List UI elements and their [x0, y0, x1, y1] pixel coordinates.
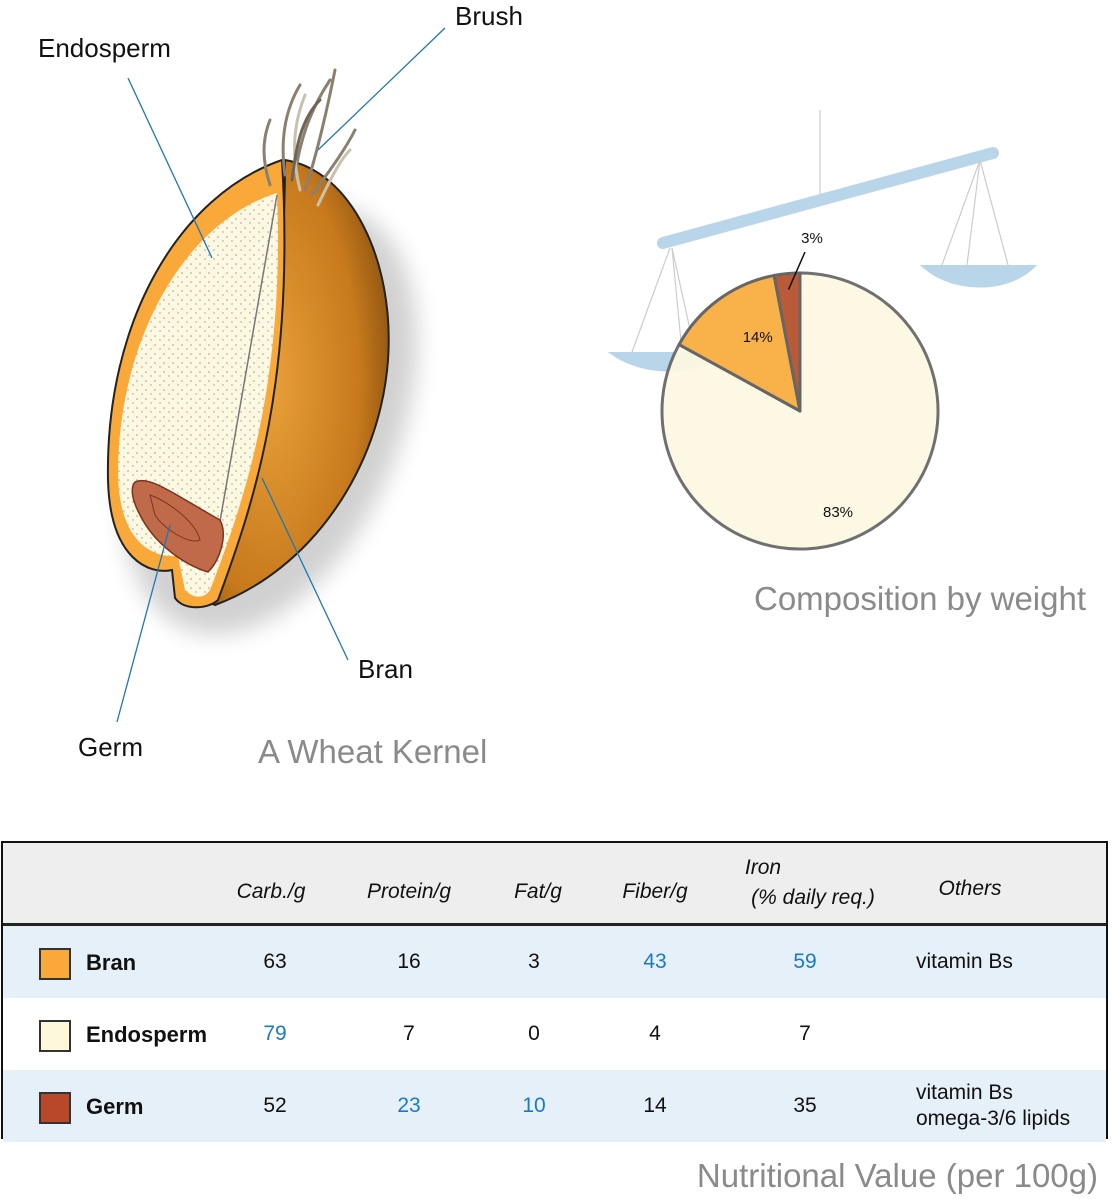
pie-slice-germ [772, 271, 802, 413]
bran-label: Bran [358, 654, 413, 684]
pie-slice-endosperm [660, 271, 940, 551]
others-cell: vitamin Bs [916, 1081, 1013, 1104]
table-row: Endosperm 79 7 0 4 7 [3, 998, 1106, 1070]
row-name: Endosperm [86, 1022, 208, 1047]
pie-label-bran: 14% [743, 329, 773, 346]
others-cell: omega-3/6 lipids [916, 1107, 1071, 1130]
table-cell: 35 [793, 1094, 817, 1117]
color-swatch [39, 948, 71, 980]
table-cell: 59 [793, 950, 817, 973]
table-cell: 0 [528, 1022, 540, 1045]
leader-lines [116, 27, 446, 723]
header-fat: Fat/g [514, 880, 562, 903]
germ-label: Germ [78, 732, 143, 762]
table-header: Carb./g Protein/g Fat/g Fiber/g Iron (% … [3, 843, 1106, 926]
pie-label-leader [787, 251, 806, 290]
header-iron-unit: (% daily req.) [751, 886, 875, 909]
header-fiber: Fiber/g [622, 880, 688, 903]
germ-shape [131, 479, 224, 573]
table-cell: 23 [397, 1094, 421, 1117]
header-protein: Protein/g [366, 880, 452, 903]
table-cell: 4 [649, 1022, 661, 1045]
row-name: Germ [86, 1094, 144, 1119]
pie-label-germ: 3% [801, 230, 823, 247]
table-cell: 7 [403, 1022, 415, 1045]
table-cell: 79 [263, 1022, 287, 1045]
endosperm-label: Endosperm [38, 33, 171, 63]
table-cell: 3 [528, 950, 540, 973]
composition-title: Composition by weight [754, 580, 1086, 617]
table-cell: 10 [522, 1094, 546, 1117]
pie-label-endosperm: 83% [823, 504, 853, 521]
header-iron: Iron [744, 856, 782, 879]
nutrition-table: Carb./g Protein/g Fat/g Fiber/g Iron (% … [1, 841, 1108, 1142]
table-cell: 43 [643, 950, 667, 973]
illustration-canvas: 83% 14% 3% [106, 27, 1037, 723]
pie-slice-bran [677, 273, 802, 413]
brush-hairs [262, 68, 357, 207]
brush-label: Brush [455, 1, 523, 31]
color-swatch [39, 1020, 71, 1052]
color-swatch [39, 1092, 71, 1124]
others-cell: vitamin Bs [916, 950, 1013, 973]
table-cell: 16 [397, 950, 421, 973]
composition-pie-chart: 83% 14% 3% [660, 230, 940, 551]
kernel-title: A Wheat Kernel [258, 733, 488, 770]
table-cell: 14 [643, 1094, 667, 1117]
table-cell: 7 [799, 1022, 811, 1045]
header-others: Others [938, 877, 1002, 900]
table-row: Germ 52 23 10 14 35 vitamin Bs omega-3/6 lipids [3, 1070, 1106, 1142]
table-cell: 63 [263, 950, 287, 973]
table-row: Bran 63 16 3 43 59 vitamin Bs [3, 926, 1106, 998]
wheat-kernel-illustration [106, 68, 418, 635]
nutrition-title: Nutritional Value (per 100g) [696, 1157, 1098, 1194]
table-cell: 52 [263, 1094, 287, 1117]
header-carb: Carb./g [236, 880, 306, 903]
row-name: Bran [86, 950, 137, 975]
